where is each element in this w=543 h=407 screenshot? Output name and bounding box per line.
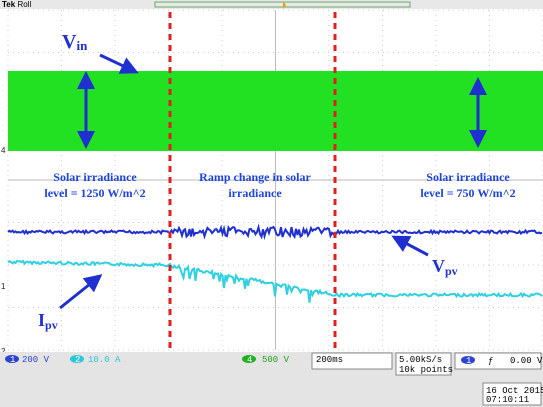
ch4-id: 4 (247, 355, 252, 365)
sample-rate: 5.00kS/s (399, 355, 442, 365)
trigger-slope: ƒ (488, 356, 493, 366)
label-main: V (62, 31, 77, 53)
trigger-source: 1 (466, 356, 471, 366)
record-length: 10k points (399, 365, 453, 375)
ch2-scale: 10.0 A (88, 355, 121, 365)
label-sub: pv (45, 318, 58, 332)
region-text: level = 1250 W/m^2 (44, 186, 145, 200)
scope-screen: Tek Roll Vin Vpv Ipv Solar irradiance lev… (0, 0, 543, 407)
vin-waveform (8, 71, 543, 151)
label-sub: in (76, 38, 88, 53)
ch4-scale: 500 V (262, 355, 290, 365)
label-main: I (38, 310, 45, 330)
ch-marker: 4 (1, 146, 6, 155)
ch2-id: 2 (75, 355, 80, 365)
brand: Tek Roll (2, 0, 31, 9)
label-main: V (432, 256, 445, 276)
ch-marker: 1 (1, 282, 6, 291)
ch1-scale: 200 V (22, 355, 50, 365)
region-text: Solar irradiance (53, 170, 137, 184)
region-text: level = 750 W/m^2 (420, 186, 515, 200)
region-text: Solar irradiance (426, 170, 510, 184)
region-text: irradiance (228, 186, 282, 200)
brand-text: Tek (2, 0, 16, 9)
timebase: 200ms (316, 355, 343, 365)
header-bar (0, 0, 543, 9)
region-text: Ramp change in solar (199, 170, 311, 184)
trigger-level: 0.00 V (510, 356, 543, 366)
time: 07:10:11 (486, 395, 529, 405)
ch1-id: 1 (10, 355, 15, 365)
mode-text: Roll (17, 0, 31, 9)
background (0, 0, 543, 407)
label-sub: pv (445, 264, 458, 278)
